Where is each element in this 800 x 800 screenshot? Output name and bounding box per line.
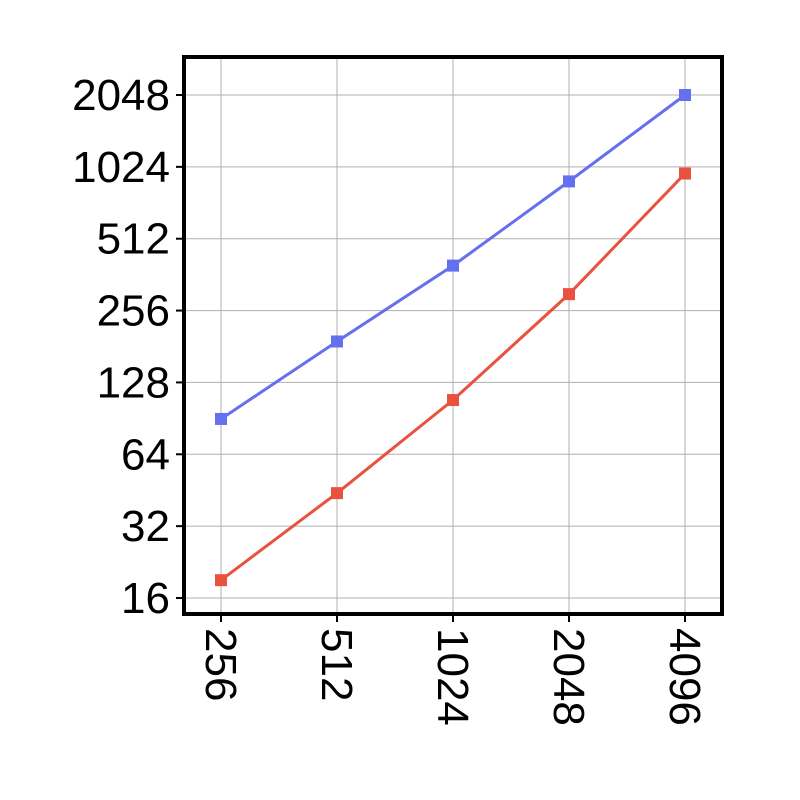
y-tick-label: 128 <box>97 358 170 407</box>
x-tick-label: 4096 <box>660 628 709 726</box>
data-point-marker <box>679 167 691 180</box>
series-1 <box>215 89 691 425</box>
x-tick-label: 1024 <box>428 628 477 726</box>
data-point-marker <box>447 259 459 272</box>
y-tick-label: 16 <box>121 574 170 623</box>
data-point-marker <box>563 288 575 301</box>
x-tick-label: 512 <box>312 628 361 701</box>
data-point-marker <box>215 574 227 587</box>
grid <box>184 57 722 614</box>
y-tick-label: 512 <box>97 215 170 264</box>
data-point-marker <box>215 412 227 425</box>
series-2 <box>215 167 691 587</box>
y-tick-label: 2048 <box>72 71 170 120</box>
x-tick-label: 256 <box>196 628 245 701</box>
data-point-marker <box>563 175 575 188</box>
data-point-marker <box>447 394 459 407</box>
y-tick-label: 1024 <box>72 143 170 192</box>
x-axis-ticks: 256 512 1024 2048 4096 <box>196 614 709 726</box>
x-tick-label: 2048 <box>544 628 593 726</box>
y-tick-label: 256 <box>97 287 170 336</box>
data-point-marker <box>679 89 691 101</box>
data-point-marker <box>331 335 343 348</box>
y-tick-label: 64 <box>121 430 170 479</box>
data-point-marker <box>331 487 343 500</box>
y-tick-label: 32 <box>121 502 170 551</box>
series-layer <box>215 89 691 587</box>
y-axis-ticks: 16 32 64 128 256 512 1024 2048 <box>72 71 184 623</box>
